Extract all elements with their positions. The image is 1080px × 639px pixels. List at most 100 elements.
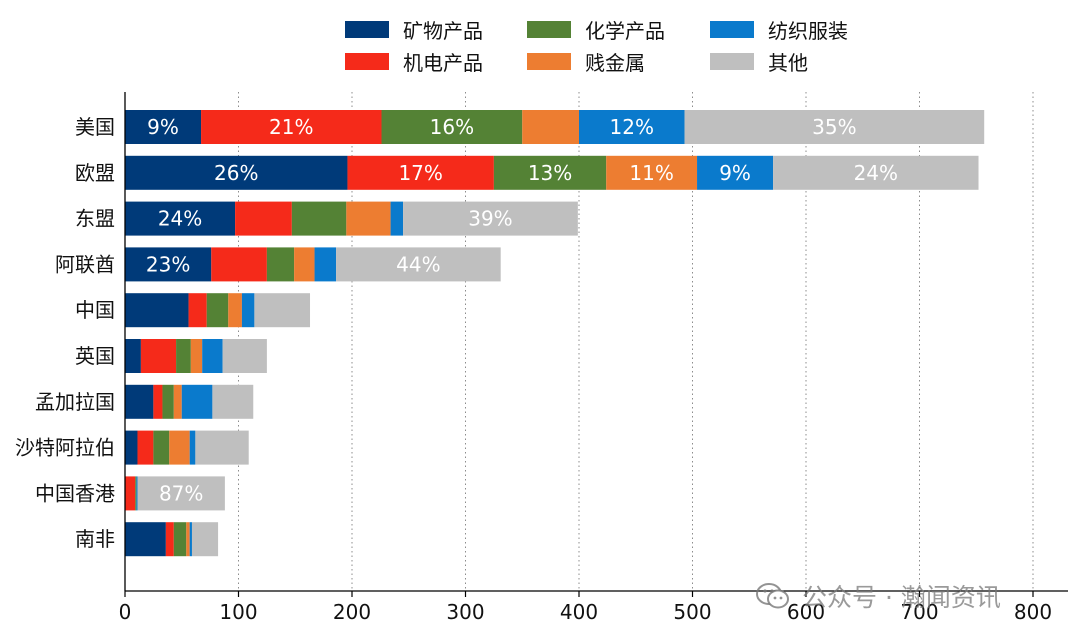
legend-swatch: [527, 20, 571, 38]
bar-7-5: [195, 430, 249, 465]
bar-5-3: [190, 339, 203, 373]
legend-item: 化学产品: [527, 14, 665, 44]
legend: 矿物产品 化学产品 纺织服装机电产品 贱金属 其他: [345, 14, 905, 78]
bar-1-3: [606, 155, 698, 190]
y-tick-label: 阿联酋: [55, 252, 115, 276]
bar-6-2: [162, 384, 174, 419]
legend-item: 其他: [710, 46, 808, 76]
bar-1-5: [773, 155, 979, 190]
bar-9-0: [125, 522, 166, 557]
bar-5-1: [140, 339, 177, 373]
x-tick-label: 800: [1014, 600, 1052, 624]
data-label: 35%: [812, 115, 856, 139]
wechat-icon: [756, 583, 789, 609]
x-tick-label: 300: [446, 600, 484, 624]
bar-1-2: [493, 155, 607, 190]
bar-3-2: [266, 247, 295, 282]
y-tick-label: 英国: [75, 344, 115, 368]
bar-5-4: [202, 339, 223, 373]
data-label: 16%: [430, 115, 474, 139]
bar-9-3: [186, 522, 190, 557]
data-label: 9%: [147, 115, 179, 139]
bar-0-3: [522, 110, 579, 144]
bar-6-4: [181, 384, 213, 419]
x-tick-label: 100: [219, 600, 257, 624]
legend-item: 纺织服装: [710, 14, 848, 44]
data-label: 9%: [719, 161, 751, 185]
bar-0-5: [684, 110, 985, 144]
data-label: 87%: [159, 481, 203, 505]
bar-5-0: [125, 339, 141, 373]
legend-label: 化学产品: [585, 18, 665, 43]
bar-2-2: [291, 201, 347, 236]
bar-1-0: [125, 155, 348, 190]
bar-7-0: [125, 430, 138, 465]
legend-label: 纺织服装: [768, 18, 848, 43]
y-tick-label: 中国香港: [35, 481, 115, 505]
bar-series: [125, 110, 985, 557]
bar-8-2: [135, 476, 137, 511]
data-label: 44%: [396, 252, 440, 276]
bar-3-4: [314, 247, 337, 282]
bar-6-0: [125, 384, 154, 419]
legend-label: 矿物产品: [403, 18, 483, 43]
legend-swatch: [710, 52, 754, 70]
bar-2-0: [125, 201, 236, 236]
legend-label: 贱金属: [585, 50, 645, 75]
y-tick-label: 中国: [75, 298, 115, 322]
legend-label: 其他: [768, 50, 808, 75]
legend-item: 贱金属: [527, 46, 645, 76]
watermark: 公众号 · 瀚闻资讯: [756, 578, 1001, 614]
bar-3-1: [211, 247, 267, 282]
y-tick-label: 沙特阿拉伯: [15, 436, 115, 460]
x-tick-label: 500: [673, 600, 711, 624]
bar-9-5: [191, 522, 219, 557]
bar-0-4: [579, 110, 685, 144]
y-tick-label: 东盟: [75, 207, 115, 231]
bar-8-1: [125, 476, 136, 511]
bar-4-2: [206, 293, 229, 328]
y-tick-label: 美国: [75, 115, 115, 139]
bar-4-1: [188, 293, 207, 328]
bar-0-2: [381, 110, 523, 144]
bar-3-3: [294, 247, 315, 282]
y-tick-label: 欧盟: [75, 161, 115, 185]
data-label: 23%: [146, 252, 190, 276]
x-tick-label: 700: [900, 600, 938, 624]
bar-1-4: [697, 155, 774, 190]
bar-3-0: [125, 247, 212, 282]
data-label: 11%: [629, 161, 673, 185]
x-tick-label: 0: [119, 600, 132, 624]
data-label: 21%: [269, 115, 313, 139]
bar-4-3: [228, 293, 242, 328]
bar-6-1: [153, 384, 163, 419]
legend-item: 机电产品: [345, 46, 483, 76]
bar-7-2: [153, 430, 170, 465]
bar-5-5: [222, 339, 267, 373]
bar-9-1: [165, 522, 174, 557]
bar-2-3: [346, 201, 391, 236]
y-tick-label: 南非: [75, 527, 115, 551]
bar-4-4: [241, 293, 255, 328]
legend-swatch: [345, 52, 389, 70]
bar-8-5: [137, 476, 225, 511]
legend-swatch: [710, 20, 754, 38]
legend-label: 机电产品: [403, 50, 483, 75]
data-label: 17%: [398, 161, 442, 185]
bar-4-5: [254, 293, 311, 328]
data-label: 26%: [214, 161, 258, 185]
bar-6-3: [173, 384, 182, 419]
bar-0-1: [201, 110, 382, 144]
bar-8-4: [136, 476, 138, 511]
legend-item: 矿物产品: [345, 14, 483, 44]
bar-9-4: [189, 522, 192, 557]
bar-0-0: [125, 110, 202, 144]
bar-6-5: [212, 384, 254, 419]
bar-1-1: [347, 155, 494, 190]
x-tick-label: 600: [787, 600, 825, 624]
data-label: 13%: [528, 161, 572, 185]
bar-7-4: [189, 430, 196, 465]
bar-5-2: [176, 339, 191, 373]
